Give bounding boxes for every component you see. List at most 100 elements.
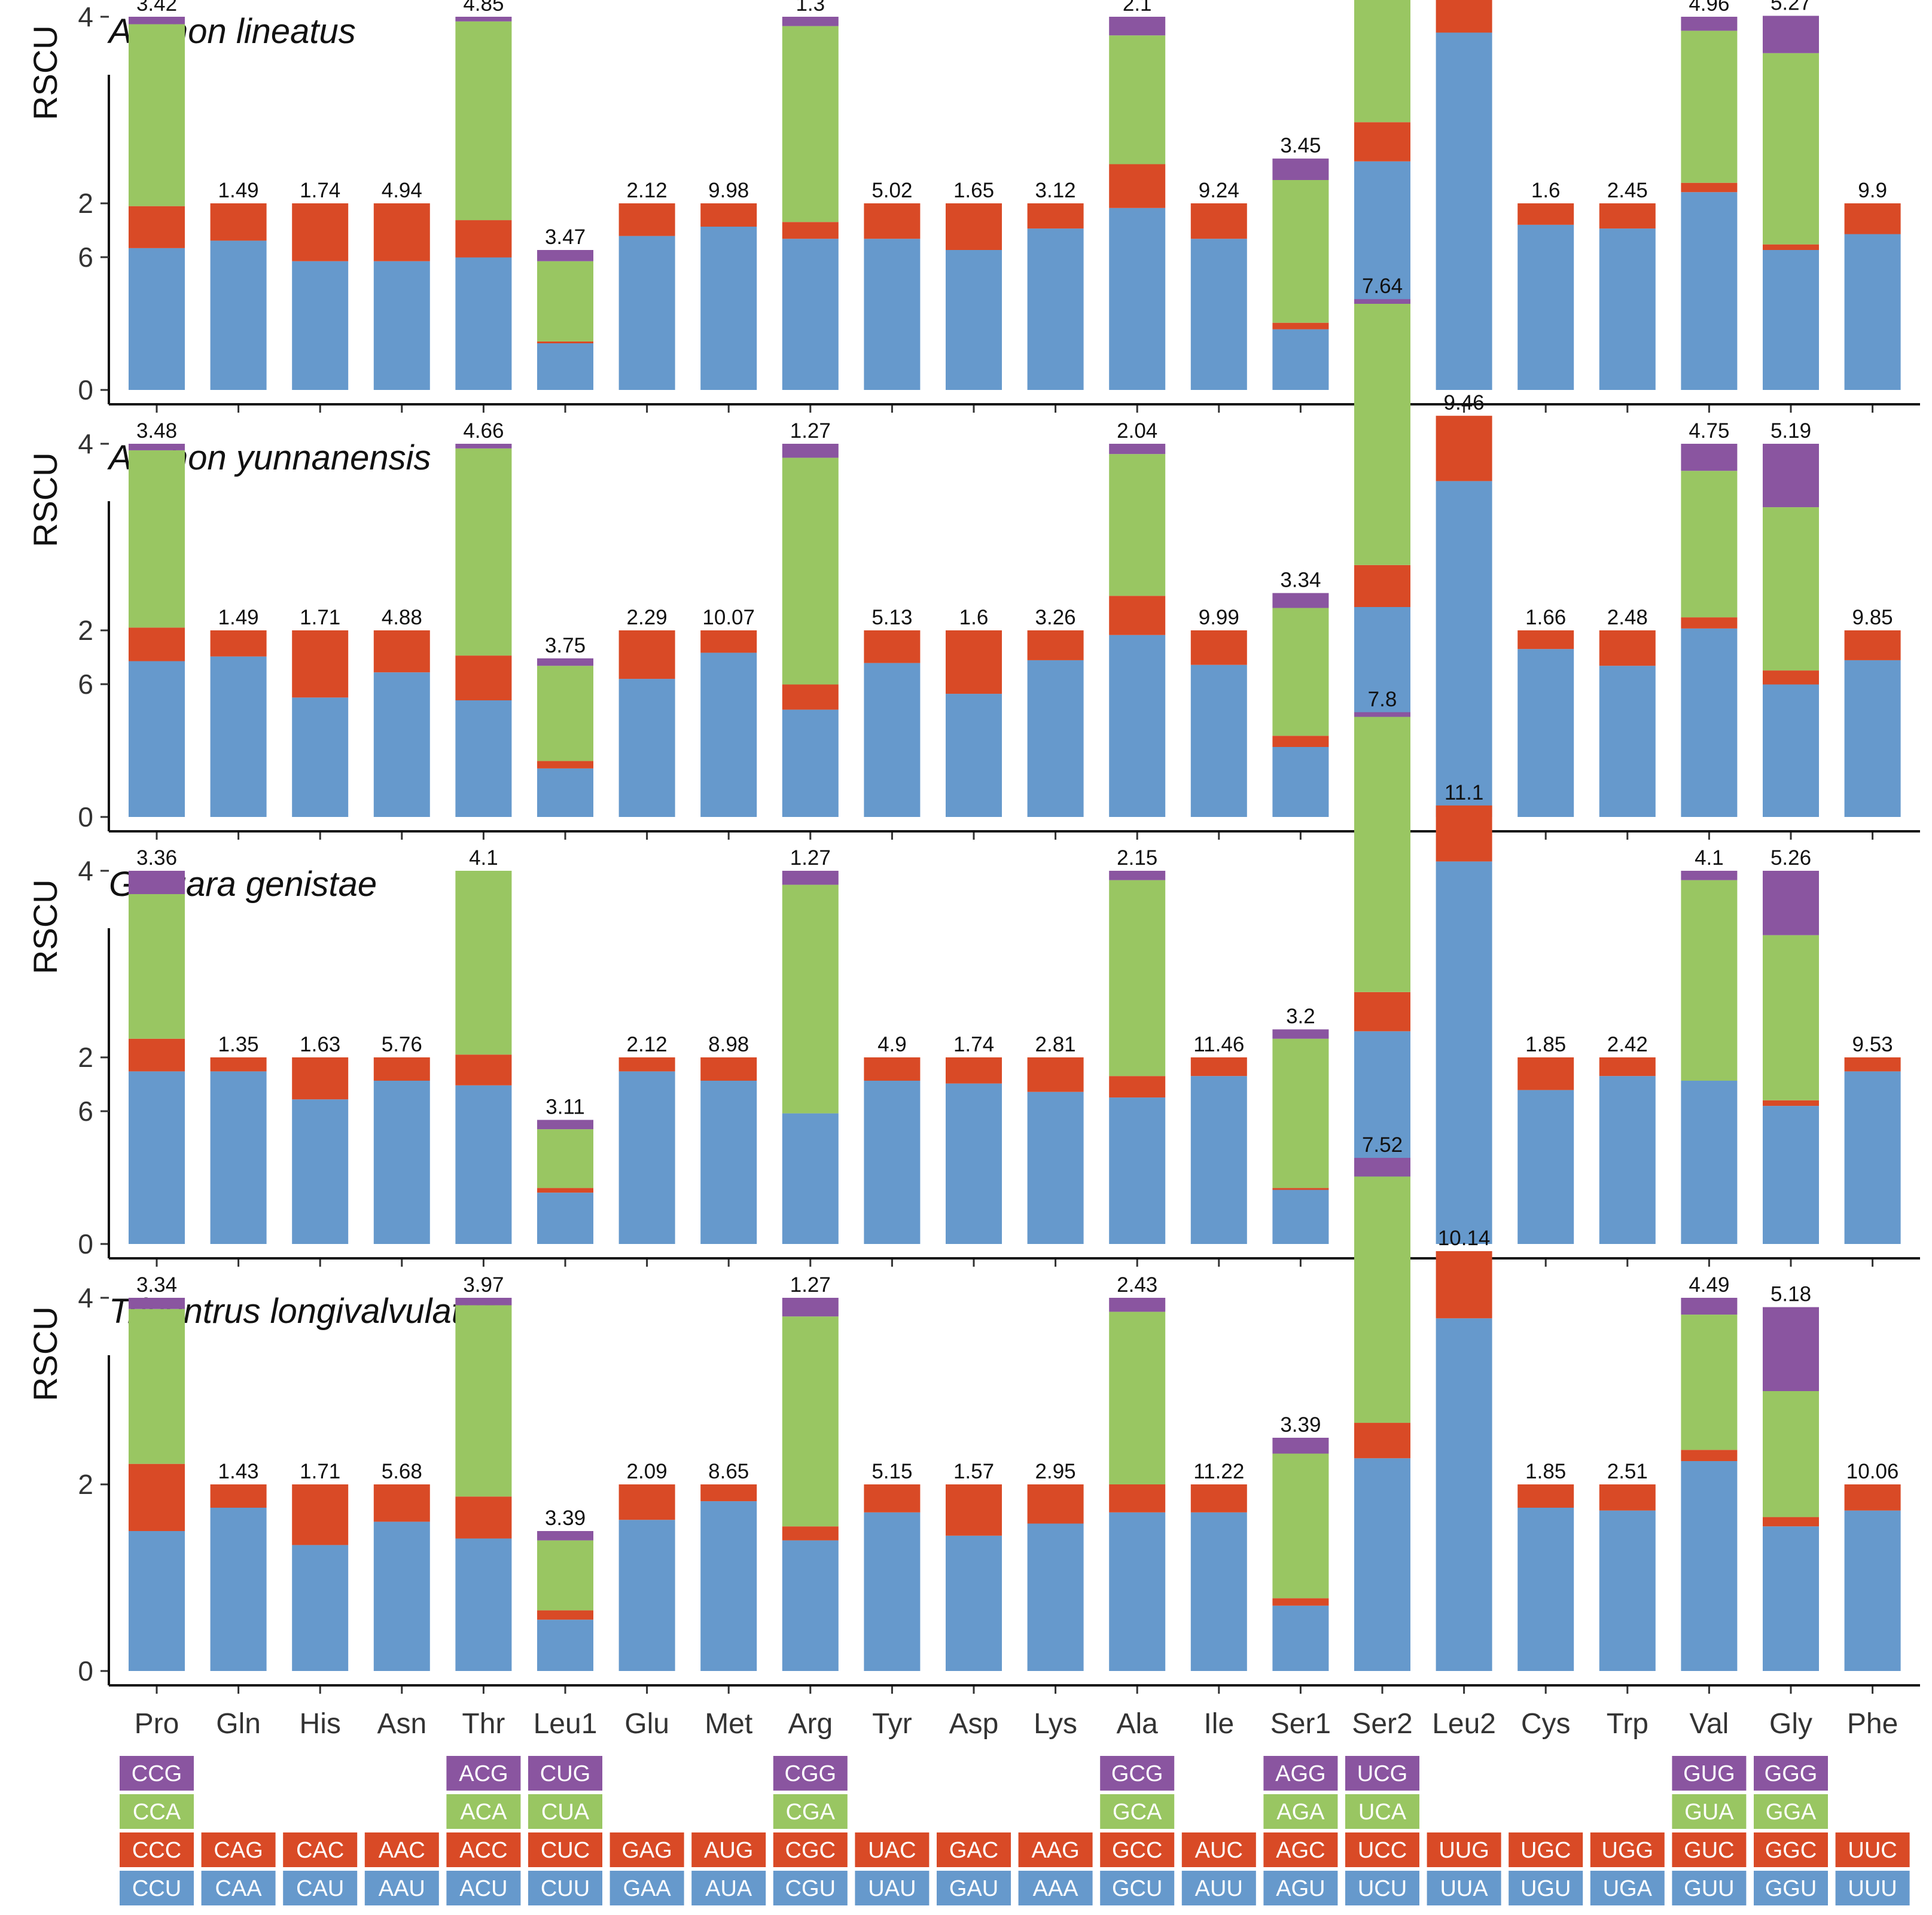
data-label: 4.9: [877, 1033, 907, 1056]
bar-segment-leu1-2: [537, 341, 593, 343]
data-label: 1.35: [218, 1033, 259, 1056]
bar-segment-leu1-4: [537, 250, 593, 261]
bar-segment-ala-4: [1109, 1298, 1166, 1312]
bar-segment-arg-1: [782, 239, 839, 390]
bar-segment-met-1: [700, 652, 757, 817]
x-tick-label: Glu: [624, 1708, 669, 1740]
bar-segment-gly-2: [1763, 244, 1819, 250]
bar-segment-pro-1: [129, 1531, 185, 1671]
codon-box-ucg: [1345, 1756, 1419, 1791]
codon-label: GUU: [1684, 1876, 1734, 1901]
codon-box-cuc: [528, 1832, 602, 1867]
bar-segment-asn-2: [373, 203, 430, 261]
codon-label: CCG: [132, 1761, 182, 1786]
codon-label: AUU: [1195, 1876, 1243, 1901]
codon-label: GAG: [621, 1838, 672, 1863]
data-label: 2.48: [1607, 606, 1648, 629]
codon-box-cga: [773, 1794, 848, 1829]
codon-box-cgg: [773, 1756, 848, 1791]
bar-segment-val-4: [1681, 17, 1738, 31]
codon-label: UGU: [1520, 1876, 1571, 1901]
data-label: 2.04: [1117, 419, 1157, 443]
bar-segment-phe-2: [1844, 1484, 1901, 1511]
codon-label: CGU: [785, 1876, 836, 1901]
bar-segment-ile-1: [1190, 239, 1247, 390]
bar-segment-ala-3: [1109, 880, 1166, 1077]
codon-box-uca: [1345, 1794, 1419, 1829]
bar-segment-ser1-3: [1272, 608, 1329, 736]
codon-label: UGA: [1603, 1876, 1653, 1901]
codon-box-agc: [1263, 1832, 1338, 1867]
bar-segment-cys-2: [1517, 203, 1574, 225]
bar-segment-arg-2: [782, 684, 839, 710]
data-label: 5.76: [382, 1033, 422, 1056]
bar-segment-phe-2: [1844, 1057, 1901, 1072]
data-label: 1.71: [300, 606, 340, 629]
bar-segment-ala-3: [1109, 454, 1166, 596]
codon-label: CCA: [133, 1800, 181, 1825]
codon-box-uuu: [1835, 1871, 1910, 1905]
data-label: 1.71: [300, 1460, 340, 1483]
codon-label: AGC: [1276, 1838, 1325, 1863]
bar-segment-ser1-1: [1272, 747, 1329, 817]
bar-segment-pro-4: [129, 871, 185, 894]
y-tick-label: 2: [78, 188, 93, 219]
x-tick-label: Gly: [1769, 1708, 1812, 1740]
codon-box-ugc: [1509, 1832, 1583, 1867]
bar-segment-pro-1: [129, 1071, 185, 1244]
bar-segment-gly-3: [1763, 507, 1819, 671]
codon-box-gua: [1672, 1794, 1747, 1829]
bar-segment-trp-2: [1599, 630, 1656, 666]
codon-label: CCU: [132, 1876, 181, 1901]
codon-label: AGA: [1276, 1800, 1325, 1825]
bar-segment-leu2-2: [1436, 0, 1492, 33]
bar-segment-his-1: [292, 1099, 349, 1244]
bar-segment-met-2: [700, 1484, 757, 1502]
bar-segment-ala-4: [1109, 871, 1166, 880]
bar-segment-leu1-4: [537, 658, 593, 666]
bar-segment-ser1-4: [1272, 158, 1329, 180]
data-label: 1.74: [953, 1033, 994, 1056]
codon-label: GUC: [1684, 1838, 1734, 1863]
x-tick-label: Asn: [377, 1708, 426, 1740]
codon-box-gau: [937, 1871, 1011, 1905]
bar-segment-gly-3: [1763, 935, 1819, 1100]
bar-segment-arg-1: [782, 1540, 839, 1671]
bar-segment-val-1: [1681, 1461, 1738, 1671]
bar-segment-trp-2: [1599, 203, 1656, 229]
x-tick-label: Ser1: [1270, 1708, 1331, 1740]
bar-segment-ser2-2: [1354, 992, 1410, 1032]
data-label: 4.96: [1689, 0, 1729, 16]
bar-segment-lys-1: [1027, 1523, 1084, 1671]
bar-segment-gly-2: [1763, 1100, 1819, 1106]
bar-segment-phe-1: [1844, 660, 1901, 817]
y-axis-title: RSCU: [26, 452, 64, 547]
bar-segment-val-2: [1681, 182, 1738, 193]
bar-segment-pro-2: [129, 206, 185, 248]
y-axis-title: RSCU: [26, 879, 64, 974]
codon-label: UGG: [1602, 1838, 1654, 1863]
codon-label: GCU: [1112, 1876, 1162, 1901]
y-tick-label: 2: [78, 1042, 93, 1073]
x-tick-label: Leu2: [1432, 1708, 1496, 1740]
bar-segment-his-2: [292, 1057, 349, 1100]
bar-segment-ala-1: [1109, 635, 1166, 817]
data-label: 9.98: [708, 179, 749, 202]
codon-box-gcg: [1100, 1756, 1175, 1791]
bar-segment-val-3: [1681, 471, 1738, 618]
bar-segment-ala-2: [1109, 1076, 1166, 1098]
bar-segment-lys-2: [1027, 630, 1084, 660]
codon-label: GAC: [949, 1838, 998, 1863]
codon-label: ACC: [459, 1838, 507, 1863]
codon-box-uac: [855, 1832, 930, 1867]
codon-box-ucc: [1345, 1832, 1419, 1867]
data-label: 3.45: [1280, 134, 1321, 157]
bar-segment-ala-2: [1109, 596, 1166, 635]
codon-box-cac: [283, 1832, 358, 1867]
bar-segment-leu1-2: [537, 1610, 593, 1620]
codon-box-agu: [1263, 1871, 1338, 1905]
codon-box-cau: [283, 1871, 358, 1905]
bar-segment-arg-3: [782, 458, 839, 685]
bar-segment-ala-2: [1109, 164, 1166, 208]
bar-segment-tyr-2: [864, 1484, 921, 1513]
